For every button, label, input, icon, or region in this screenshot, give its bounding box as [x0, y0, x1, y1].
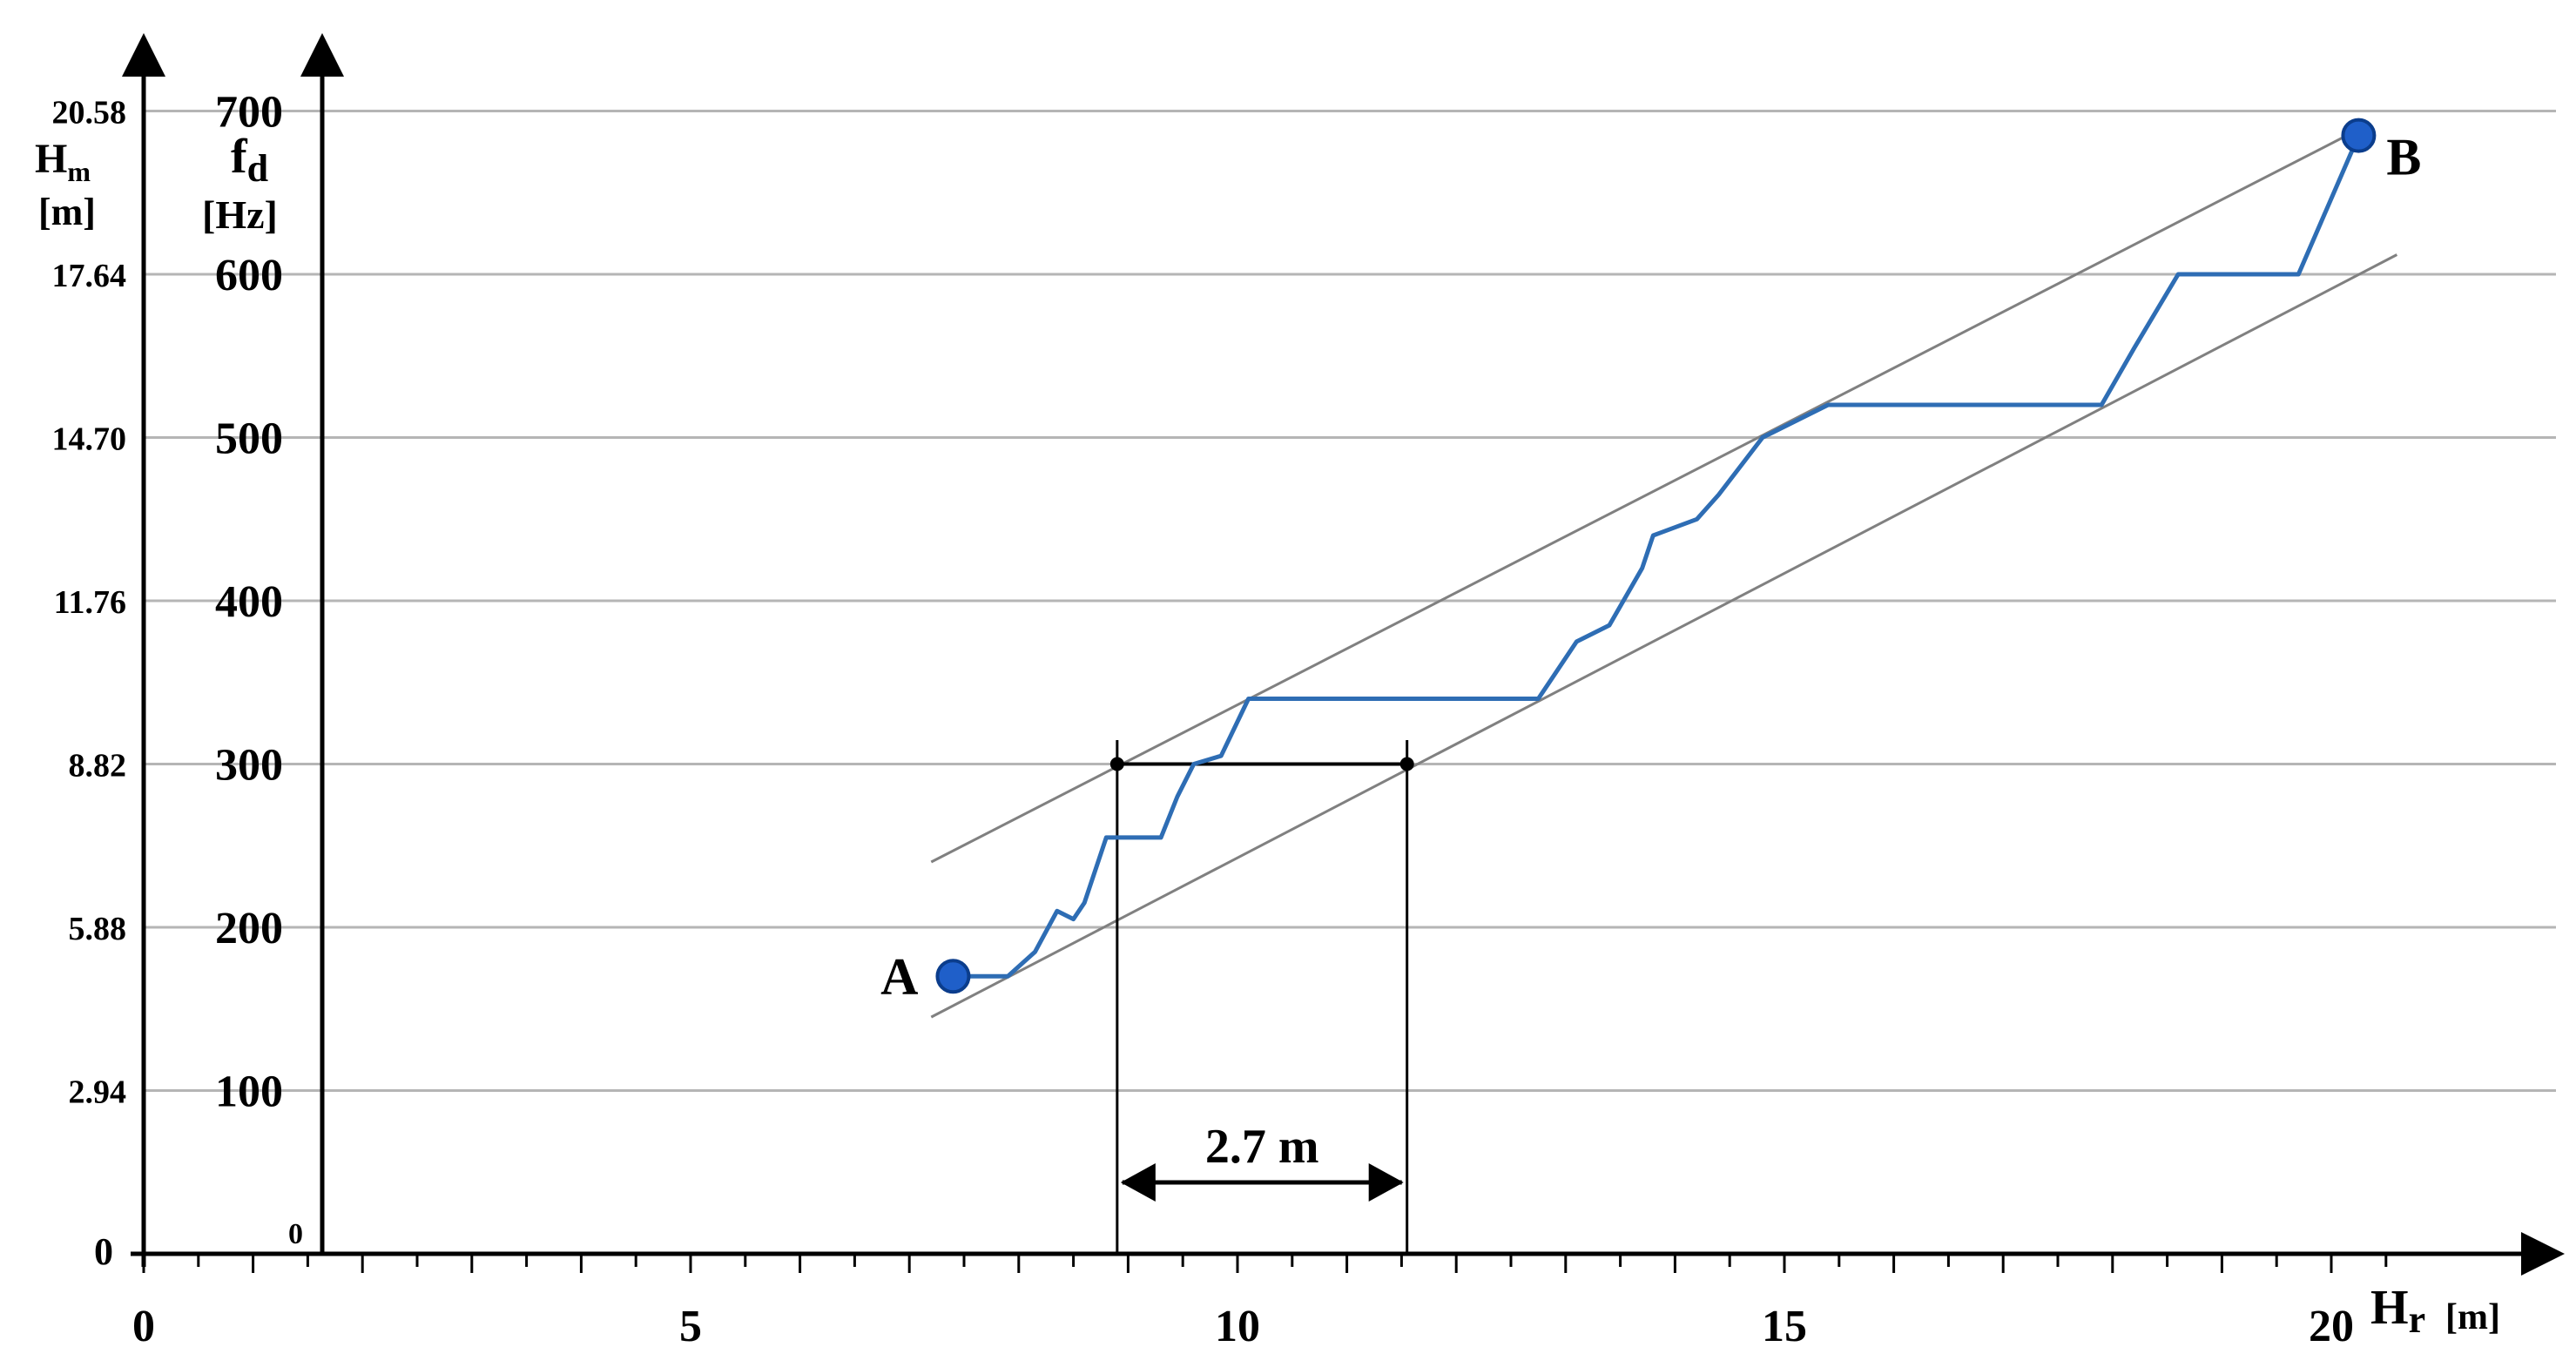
fd-tick-label: 400 [215, 577, 283, 627]
hm-tick-label: 20.58 [52, 95, 127, 131]
hm-axis-title-sub: m [67, 156, 91, 187]
fd-axis-title: fd [231, 130, 268, 190]
interval-arrow-left [1120, 1163, 1156, 1202]
grid-lines [144, 110, 2556, 1092]
bound-lines [930, 131, 2398, 1019]
hm-tick-label: 17.64 [52, 258, 127, 294]
interval-arrow-right [1368, 1163, 1404, 1202]
fd-tick-label: 500 [215, 414, 283, 464]
point-a-marker [935, 959, 971, 994]
hm-tick-label: 0 [94, 1230, 113, 1273]
axes [122, 33, 2565, 1276]
fd-tick-label: 300 [215, 741, 283, 791]
fd-tick-label: 600 [215, 251, 283, 300]
point-a-label: A [880, 947, 918, 1005]
hm-tick-label: 2.94 [69, 1074, 127, 1111]
fd-tick-label: 200 [215, 904, 283, 953]
fd-tick-label: 0 [288, 1218, 303, 1250]
x-axis-title-sub: r [2409, 1298, 2426, 1341]
point-b-label: B [2386, 129, 2421, 186]
x-axis-title-main: H [2370, 1281, 2409, 1335]
interval-label: 2.7 m [1205, 1120, 1319, 1174]
hm-tick-label: 5.88 [69, 911, 127, 947]
interval-dot-left [1109, 757, 1124, 771]
hm-tick-label: 8.82 [69, 748, 127, 785]
x-axis-unit: [m] [2445, 1297, 2500, 1337]
x-tick-label: 20 [2309, 1302, 2354, 1351]
hm-tick-label: 14.70 [52, 421, 127, 458]
axis-labels: 0 5 10 15 20010020030040050060070002.945.888… [35, 88, 2500, 1352]
hm-tick-label: 11.76 [54, 584, 126, 621]
interval-dot-right [1399, 757, 1414, 771]
x-tick-label: 10 [1215, 1302, 1260, 1351]
x-tick-label: 5 [679, 1302, 702, 1351]
x-axis-title: Hr [2370, 1281, 2425, 1341]
point-b-marker [2341, 118, 2377, 153]
fd-tick-label: 700 [215, 88, 283, 138]
hm-axis-title-main: H [35, 136, 67, 182]
bound-line [930, 253, 2398, 1019]
fd-axis-title-sub: d [247, 147, 268, 190]
hm-axis-unit: [m] [38, 191, 96, 233]
fd-axis-title-main: f [231, 130, 248, 184]
series-lines: AB [880, 118, 2421, 1005]
hm-axis-title: Hm [35, 136, 91, 187]
x-tick-label: 15 [1762, 1302, 1807, 1351]
series-line [950, 133, 2361, 979]
fd-tick-label: 100 [215, 1067, 283, 1117]
x-tick-label: 0 [132, 1302, 155, 1351]
fd-axis-unit: [Hz] [202, 192, 278, 237]
interval-annotation: 2.7 m [1109, 740, 1414, 1254]
bound-line [930, 131, 2354, 864]
